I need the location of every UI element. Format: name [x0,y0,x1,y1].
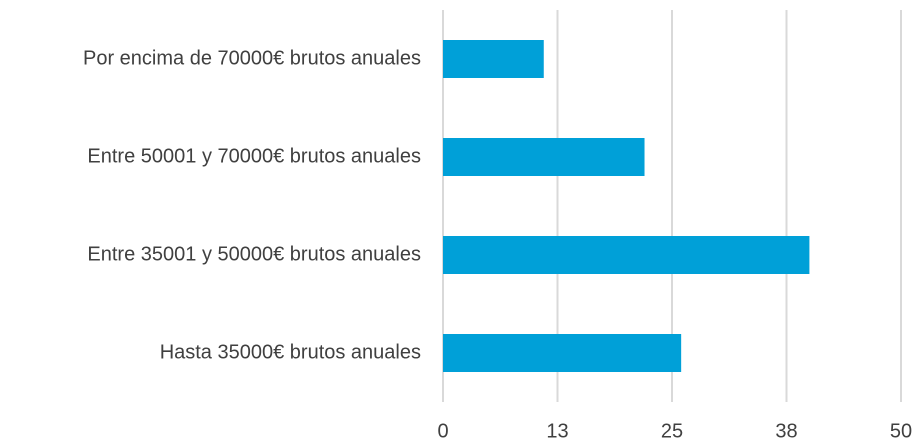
x-tick-label: 38 [775,420,797,442]
x-tick-label: 25 [661,420,683,442]
x-tick-label: 50 [890,420,912,442]
x-tick-label: 0 [437,420,448,442]
bar [443,236,810,274]
y-tick-label: Entre 50001 y 70000€ brutos anuales [87,145,421,167]
y-tick-label: Entre 35001 y 50000€ brutos anuales [87,243,421,265]
bar [443,40,544,78]
y-tick-label: Hasta 35000€ brutos anuales [160,341,421,363]
y-tick-label: Por encima de 70000€ brutos anuales [83,47,421,69]
bar [443,334,682,372]
x-tick-label: 13 [546,420,568,442]
bar [443,138,645,176]
